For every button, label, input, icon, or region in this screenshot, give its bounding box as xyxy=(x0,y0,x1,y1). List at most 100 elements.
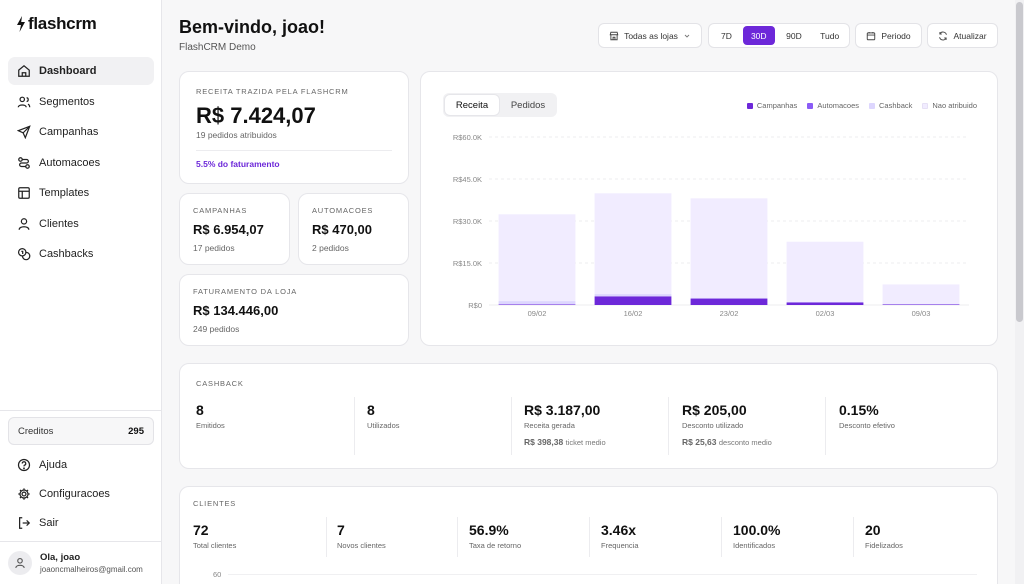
cashback-stat-emitidos: 8 Emitidos xyxy=(196,402,225,430)
store-select[interactable]: Todas as lojas xyxy=(598,23,702,48)
revenue-label: RECEITA TRAZIDA PELA FLASHCRM xyxy=(196,87,349,96)
stat-extra-label: ticket medio xyxy=(565,438,606,447)
divider xyxy=(721,517,722,557)
campaigns-orders: 17 pedidos xyxy=(193,243,235,253)
bar-segment-cashback[interactable] xyxy=(594,294,672,297)
refresh-label: Atualizar xyxy=(953,30,987,41)
y-tick-label: R$30.0K xyxy=(453,217,482,226)
user-avatar-icon xyxy=(15,557,25,569)
cashback-stat-efetivo: 0.15% Desconto efetivo xyxy=(839,402,895,430)
logo-text: flashcrm xyxy=(28,14,97,33)
template-icon xyxy=(18,187,30,199)
period-label: Periodo xyxy=(881,30,911,41)
bar-segment-nao-atribuido[interactable] xyxy=(690,198,768,298)
cashback-stat-utilizados: 8 Utilizados xyxy=(367,402,400,430)
bar-segment-campanhas[interactable] xyxy=(690,298,768,305)
bar-segment-cashback[interactable] xyxy=(498,301,576,305)
divider xyxy=(326,517,327,557)
bar-segment-campanhas[interactable] xyxy=(498,304,576,305)
stat-value: 8 xyxy=(196,402,204,418)
range-30d[interactable]: 30D xyxy=(742,26,775,45)
logo[interactable]: flashcrm xyxy=(16,14,97,34)
gear-icon xyxy=(18,488,30,500)
divider xyxy=(457,517,458,557)
sidebar-item-label: Sair xyxy=(39,517,59,529)
help-icon xyxy=(17,458,31,472)
sidebar-item-clientes[interactable]: Clientes xyxy=(8,210,154,238)
range-all[interactable]: Tudo xyxy=(820,30,840,41)
bar-segment-campanhas[interactable] xyxy=(594,296,672,305)
sidebar-item-ajuda[interactable]: Ajuda xyxy=(8,451,154,479)
sidebar-item-configuracoes[interactable]: Configuracoes xyxy=(8,480,154,508)
campaigns-value: R$ 6.954,07 xyxy=(193,222,264,237)
clients-stat-identificados: 100.0% Identificados xyxy=(733,522,780,550)
clients-stat-frequencia: 3.46x Frequencia xyxy=(601,522,639,550)
range-7d[interactable]: 7D xyxy=(721,30,732,41)
credits-value: 295 xyxy=(128,425,144,437)
legend-item-automacoes[interactable]: Automacoes xyxy=(807,101,859,110)
bar-segment-nao-atribuido[interactable] xyxy=(498,214,576,302)
divider xyxy=(196,150,392,151)
legend-label: Campanhas xyxy=(756,101,798,110)
stat-value: 56.9% xyxy=(469,522,509,538)
revenue-chart-card: Receita Pedidos Campanhas Automacoes Cas… xyxy=(420,71,998,346)
stat-value: 72 xyxy=(193,522,209,538)
clients-chart-tick: 60 xyxy=(213,570,222,579)
bar-segment-cashback[interactable] xyxy=(690,297,768,299)
sidebar-item-segmentos[interactable]: Segmentos xyxy=(8,88,154,116)
bar-segment-campanhas[interactable] xyxy=(882,304,960,305)
bar-segment-cashback[interactable] xyxy=(786,301,864,303)
cashback-stat-desconto: R$ 205,00 Desconto utilizado R$ 25,63 de… xyxy=(682,402,772,447)
automations-label: AUTOMACOES xyxy=(312,206,374,215)
clients-chart-gridline xyxy=(228,574,977,575)
stat-label: Taxa de retorno xyxy=(469,541,522,550)
sidebar-item-label: Automacoes xyxy=(39,156,101,169)
sidebar: flashcrm Dashboard Segmentos Campanhas A… xyxy=(0,0,162,584)
bar-segment-nao-atribuido[interactable] xyxy=(594,193,672,295)
legend-label: Cashback xyxy=(879,101,913,110)
automations-value: R$ 470,00 xyxy=(312,222,372,237)
y-tick-label: R$45.0K xyxy=(453,175,482,184)
legend-swatch xyxy=(869,102,876,109)
stat-label: Total clientes xyxy=(193,541,237,550)
clients-label: CLIENTES xyxy=(193,499,237,508)
automations-card: AUTOMACOES R$ 470,00 2 pedidos xyxy=(298,193,409,265)
bar-segment-nao-atribuido[interactable] xyxy=(786,241,864,302)
legend-item-campanhas[interactable]: Campanhas xyxy=(746,101,798,110)
stat-label: Novos clientes xyxy=(337,541,386,550)
sidebar-item-campanhas[interactable]: Campanhas xyxy=(8,118,154,146)
tab-pedidos[interactable]: Pedidos xyxy=(510,99,546,111)
x-tick-label: 09/03 xyxy=(912,309,931,318)
sidebar-item-cashbacks[interactable]: Cashbacks xyxy=(8,240,154,268)
sidebar-item-automacoes[interactable]: Automacoes xyxy=(8,149,154,177)
bar-segment-campanhas[interactable] xyxy=(786,302,864,305)
sidebar-item-label: Cashbacks xyxy=(39,248,94,260)
range-90d[interactable]: 90D xyxy=(786,30,802,41)
scrollbar[interactable] xyxy=(1015,0,1024,584)
range-selector: 7D 30D 90D Tudo xyxy=(708,23,850,48)
legend-item-cashback[interactable]: Cashback xyxy=(869,101,912,110)
user-profile[interactable]: Ola, joao joaoncmalheiros@gmail.com xyxy=(0,541,161,584)
revenue-value: R$ 7.424,07 xyxy=(196,103,316,128)
legend-swatch xyxy=(922,102,929,109)
refresh-button[interactable]: Atualizar xyxy=(927,23,998,48)
chart-tabs: Receita Pedidos xyxy=(443,93,557,117)
legend-item-nao-atribuido[interactable]: Nao atribuido xyxy=(922,101,977,110)
sidebar-item-label: Configuracoes xyxy=(39,488,110,500)
store-revenue-value: R$ 134.446,00 xyxy=(193,303,279,318)
sidebar-item-templates[interactable]: Templates xyxy=(8,179,154,207)
tab-receita[interactable]: Receita xyxy=(445,95,499,115)
stat-label: Fidelizados xyxy=(865,541,903,550)
divider xyxy=(853,517,854,557)
sidebar-item-sair[interactable]: Sair xyxy=(8,509,154,537)
campaigns-label: CAMPANHAS xyxy=(193,206,248,215)
send-icon xyxy=(17,125,31,139)
stat-value: 7 xyxy=(337,522,345,538)
period-button[interactable]: Periodo xyxy=(855,23,922,48)
clients-stat-fidelizados: 20 Fidelizados xyxy=(865,522,903,550)
bar-segment-nao-atribuido[interactable] xyxy=(882,284,960,305)
sidebar-item-dashboard[interactable]: Dashboard xyxy=(8,57,154,85)
stat-value: 100.0% xyxy=(733,522,781,538)
automations-orders: 2 pedidos xyxy=(312,243,349,253)
scrollbar-thumb[interactable] xyxy=(1016,2,1023,322)
